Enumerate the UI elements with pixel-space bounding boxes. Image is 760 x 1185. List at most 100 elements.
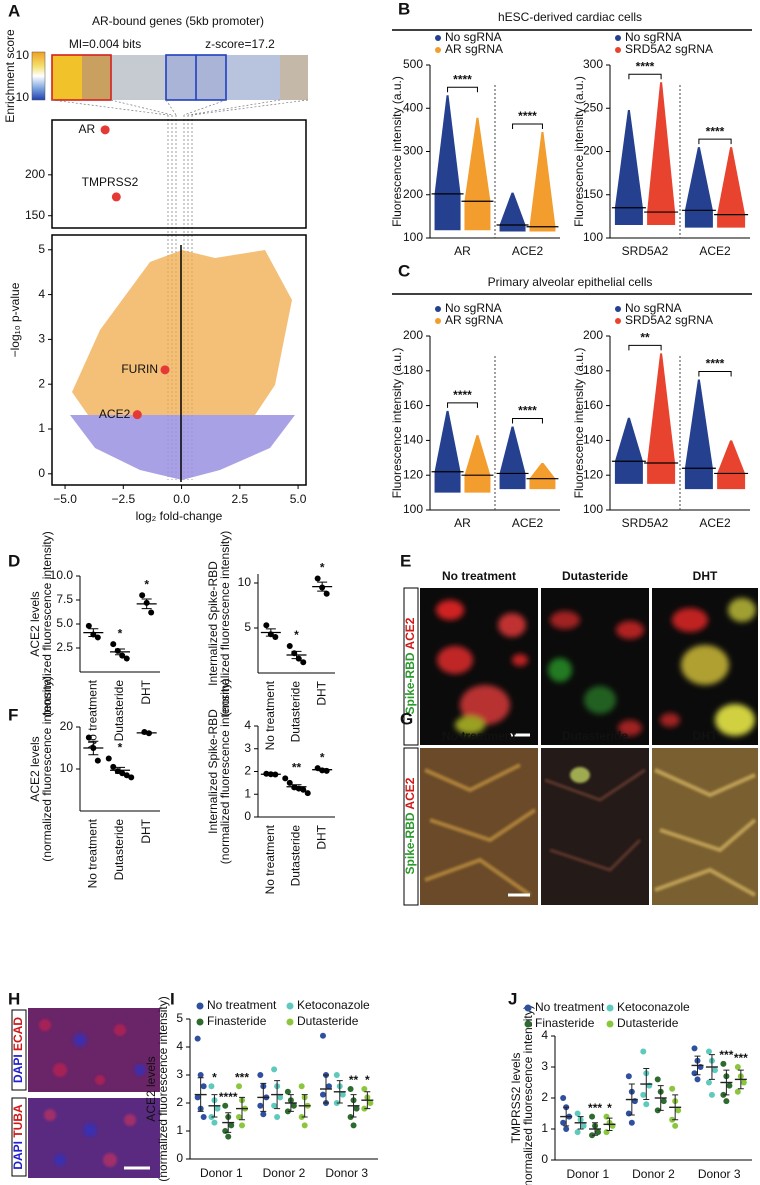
point <box>257 1102 264 1109</box>
point <box>260 1111 267 1118</box>
y-tick-label: 120 <box>403 467 423 481</box>
x-tick-label: DHT <box>139 818 153 843</box>
y-tick-label: 150 <box>25 208 45 222</box>
legend-swatch <box>435 35 441 41</box>
sig-label: * <box>365 1073 370 1087</box>
point <box>628 1119 635 1126</box>
microscopy-e: E Spike-RBD ACE2 <box>400 551 758 746</box>
sig-label: * <box>118 741 123 755</box>
y-tick-label: 160 <box>403 398 423 412</box>
panel-label: G <box>400 709 413 728</box>
y-tick-label: 5.0 <box>56 616 73 630</box>
y-tick-label: 250 <box>583 100 603 114</box>
y-tick-label: 7.5 <box>56 592 73 606</box>
point <box>94 757 101 764</box>
point <box>705 1079 712 1086</box>
y-tick-label: 200 <box>403 328 423 342</box>
swarm <box>614 109 643 226</box>
swarm <box>529 132 556 232</box>
stain: ECAD <box>11 1017 25 1051</box>
legend-label: AR sgRNA <box>445 42 503 56</box>
stain-label: Spike-RBD ACE2 <box>403 617 417 714</box>
y-axis-label: Fluorescence intensity (a.u.) <box>572 348 586 499</box>
x-tick-label: ACE2 <box>512 244 544 258</box>
point <box>300 659 307 666</box>
column-header: No treatment <box>442 569 516 583</box>
chart-title: AR-bound genes (5kb promoter) <box>92 14 264 28</box>
y-tick-label: 2 <box>176 1095 183 1109</box>
panel-label: C <box>398 261 410 280</box>
stain: Spike-RBD <box>403 812 417 874</box>
point <box>708 1091 715 1098</box>
y-tick-label: 5 <box>244 620 251 634</box>
legend-swatch <box>196 1002 204 1010</box>
sig-label: * <box>294 628 299 642</box>
sig-bracket <box>628 73 662 80</box>
point <box>560 1095 567 1101</box>
point <box>740 1079 747 1086</box>
legend-label: No treatment <box>207 998 277 1012</box>
y-axis-note: (normalized fluorescence intensity) <box>40 531 54 716</box>
x-axis-label: log₂ fold-change <box>136 509 223 523</box>
y-axis-label: Internalized Spike-RBD <box>206 709 220 834</box>
x-tick-label: −5.0 <box>53 492 77 506</box>
legend-swatch <box>286 1002 294 1010</box>
point <box>333 1072 340 1078</box>
point <box>274 1114 281 1120</box>
panel-label: E <box>400 551 411 570</box>
y-tick-label: 300 <box>583 57 603 71</box>
gene-label: TMPRSS2 <box>82 175 139 189</box>
gene-label: FURIN <box>121 362 158 376</box>
error-bar <box>88 628 99 637</box>
error-bar <box>317 768 328 772</box>
sig-label: **** <box>219 1090 238 1104</box>
sig-label: * <box>118 626 123 640</box>
x-tick-label: Dutasteride <box>112 819 126 881</box>
y-tick-label: 0 <box>541 1152 548 1166</box>
swarm <box>499 192 526 232</box>
error-bar <box>141 598 152 610</box>
legend-swatch <box>615 35 621 41</box>
y-tick-label: 150 <box>583 187 603 201</box>
column-header: Dutasteride <box>562 569 628 583</box>
stain: ACE2 <box>403 617 417 649</box>
legend-label: Ketoconazole <box>297 998 370 1012</box>
panel-label: F <box>8 705 18 724</box>
y-tick-label: 10 <box>60 761 74 775</box>
sig-label: *** <box>588 1101 602 1115</box>
point <box>286 643 293 649</box>
y-axis-note: (normalized fluorescence intensity) <box>218 531 232 716</box>
point <box>705 1048 712 1055</box>
point <box>123 772 130 779</box>
point <box>595 1129 602 1136</box>
y-tick-label: 2 <box>38 376 45 390</box>
y-tick-label: 120 <box>583 467 603 481</box>
sig-label: **** <box>706 357 725 371</box>
y-tick-label: 200 <box>583 144 603 158</box>
x-tick-label: DHT <box>314 680 328 705</box>
sig-bracket <box>628 344 662 351</box>
y-tick-label: 0 <box>244 809 251 823</box>
legend-swatch <box>524 1004 532 1012</box>
y-axis-label: Fluorescence intensity (a.u.) <box>390 348 404 499</box>
y-tick-label: 3 <box>176 1067 183 1081</box>
error-bar <box>291 784 302 790</box>
swarm <box>647 353 676 484</box>
legend-label: No sgRNA <box>445 30 502 44</box>
panel-label: H <box>8 989 20 1008</box>
point <box>350 1122 357 1129</box>
legend-label: Dutasteride <box>617 1016 679 1030</box>
legend-label: AR sgRNA <box>445 313 503 327</box>
point <box>563 1126 570 1132</box>
error-bar <box>115 766 125 774</box>
point <box>669 1085 676 1092</box>
point <box>214 1105 221 1112</box>
point <box>284 1088 291 1095</box>
column-header: DHT <box>693 729 718 743</box>
y-tick-label: 140 <box>403 433 423 447</box>
error-bar <box>88 740 99 756</box>
panel-label: B <box>398 0 410 18</box>
x-tick-label: AR <box>454 244 471 258</box>
y-tick-label: 10.0 <box>50 568 74 582</box>
sig-label: *** <box>719 1048 733 1062</box>
